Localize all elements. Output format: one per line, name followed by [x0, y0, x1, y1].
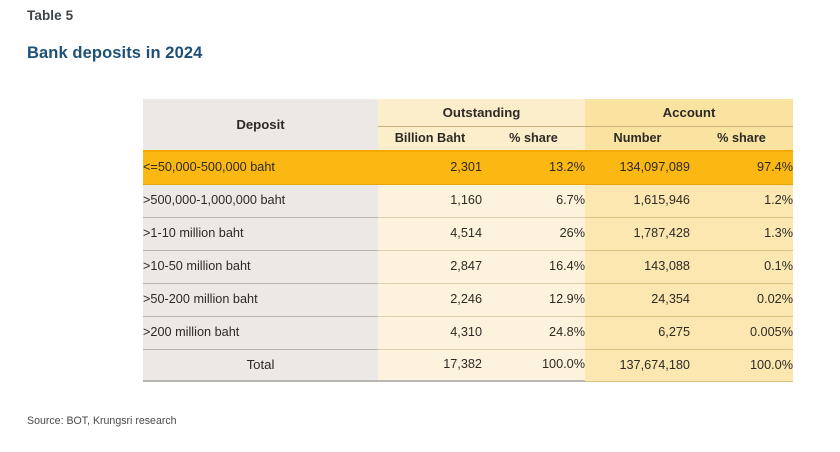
table-row: >200 million baht 4,310 24.8% 6,275 0.00… [143, 316, 793, 350]
cell-account-number: 24,354 [585, 283, 690, 317]
cell-billion-baht: 4,310 [378, 316, 482, 350]
cell-outstanding-share: 13.2% [482, 150, 585, 185]
cell-outstanding-share: 16.4% [482, 250, 585, 284]
source-note: Source: BOT, Krungsri research [27, 415, 177, 427]
cell-deposit-range: >500,000-1,000,000 baht [143, 184, 378, 218]
cell-account-share: 97.4% [690, 150, 793, 185]
cell-account-share: 1.2% [690, 184, 793, 218]
cell-deposit-range: >50-200 million baht [143, 283, 378, 317]
cell-account-share: 0.02% [690, 283, 793, 317]
cell-total-label: Total [143, 348, 378, 382]
cell-account-number: 143,088 [585, 250, 690, 284]
table-body: <=50,000-500,000 baht 2,301 13.2% 134,09… [143, 150, 793, 382]
cell-billion-baht: 2,847 [378, 250, 482, 284]
table-row: >50-200 million baht 2,246 12.9% 24,354 … [143, 283, 793, 317]
cell-total-account-number: 137,674,180 [585, 348, 690, 382]
column-group-outstanding: Outstanding [378, 99, 585, 126]
cell-account-number: 1,787,428 [585, 217, 690, 251]
cell-billion-baht: 2,246 [378, 283, 482, 317]
cell-billion-baht: 4,514 [378, 217, 482, 251]
cell-account-share: 1.3% [690, 217, 793, 251]
table-row: >10-50 million baht 2,847 16.4% 143,088 … [143, 250, 793, 284]
cell-outstanding-share: 12.9% [482, 283, 585, 317]
cell-account-number: 1,615,946 [585, 184, 690, 218]
page-title: Bank deposits in 2024 [27, 44, 203, 62]
cell-account-share: 0.1% [690, 250, 793, 284]
table-header-group-row: Deposit Outstanding Account [143, 99, 793, 151]
column-header-account-share: % share [690, 125, 793, 151]
column-header-deposit: Deposit [143, 99, 378, 151]
cell-account-number: 6,275 [585, 316, 690, 350]
column-header-billion-baht: Billion Baht [378, 125, 482, 151]
cell-deposit-range: >1-10 million baht [143, 217, 378, 251]
column-header-number: Number [585, 125, 690, 151]
table-row: <=50,000-500,000 baht 2,301 13.2% 134,09… [143, 150, 793, 185]
cell-total-outstanding-share: 100.0% [482, 348, 585, 382]
cell-deposit-range: >200 million baht [143, 316, 378, 350]
column-group-account: Account [585, 99, 793, 126]
cell-total-account-share: 100.0% [690, 348, 793, 382]
cell-outstanding-share: 6.7% [482, 184, 585, 218]
table-row: >1-10 million baht 4,514 26% 1,787,428 1… [143, 217, 793, 251]
cell-billion-baht: 2,301 [378, 150, 482, 185]
table-head: Deposit Outstanding Account Billion Baht… [143, 99, 793, 151]
table-total-row: Total 17,382 100.0% 137,674,180 100.0% [143, 348, 793, 382]
cell-outstanding-share: 26% [482, 217, 585, 251]
cell-outstanding-share: 24.8% [482, 316, 585, 350]
cell-total-billion-baht: 17,382 [378, 348, 482, 382]
cell-deposit-range: >10-50 million baht [143, 250, 378, 284]
cell-billion-baht: 1,160 [378, 184, 482, 218]
bank-deposits-table: Deposit Outstanding Account Billion Baht… [143, 99, 793, 382]
cell-account-number: 134,097,089 [585, 150, 690, 185]
cell-account-share: 0.005% [690, 316, 793, 350]
table-number-label: Table 5 [27, 8, 74, 23]
cell-deposit-range: <=50,000-500,000 baht [143, 150, 378, 185]
table-header-sub-row: Billion Baht % share Number % share [143, 125, 793, 151]
column-header-outstanding-share: % share [482, 125, 585, 151]
table-row: >500,000-1,000,000 baht 1,160 6.7% 1,615… [143, 184, 793, 218]
